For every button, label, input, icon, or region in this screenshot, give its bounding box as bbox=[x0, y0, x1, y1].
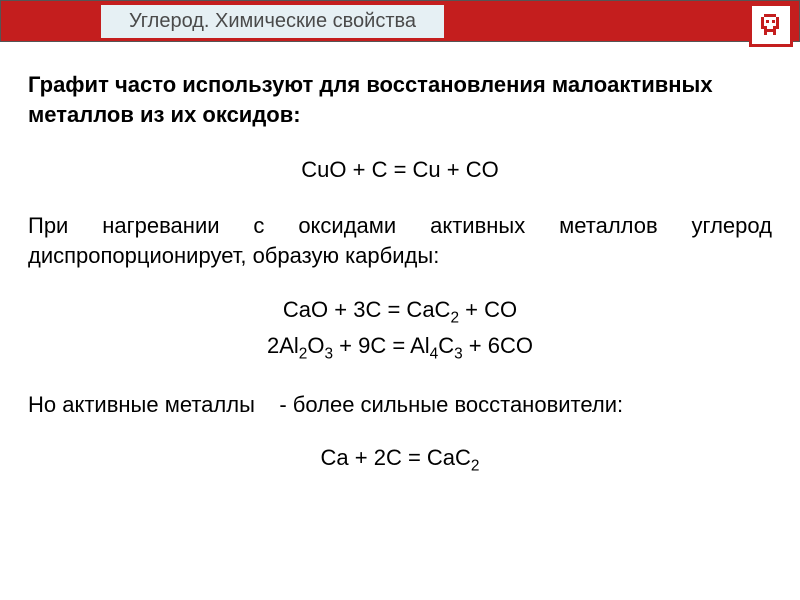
paragraph-2: Но активные металлы - более сильные восс… bbox=[28, 390, 772, 420]
intro-text: Графит часто используют для восстановлен… bbox=[28, 70, 772, 129]
logo-icon bbox=[749, 3, 793, 47]
equation-1: CuO + C = Cu + CO bbox=[28, 157, 772, 183]
equation-3: Ca + 2C = CaC2 bbox=[28, 445, 772, 475]
header-bar: Углерод. Химические свойства bbox=[0, 0, 800, 42]
slide-content: Графит часто используют для восстановлен… bbox=[0, 42, 800, 476]
paragraph-1: При нагревании с оксидами активных метал… bbox=[28, 211, 772, 270]
slide-title: Углерод. Химические свойства bbox=[101, 5, 444, 38]
equation-2b: 2Al2O3 + 9C = Al4C3 + 6CO bbox=[28, 333, 772, 363]
equation-2a: CaO + 3C = CaC2 + CO bbox=[28, 297, 772, 327]
